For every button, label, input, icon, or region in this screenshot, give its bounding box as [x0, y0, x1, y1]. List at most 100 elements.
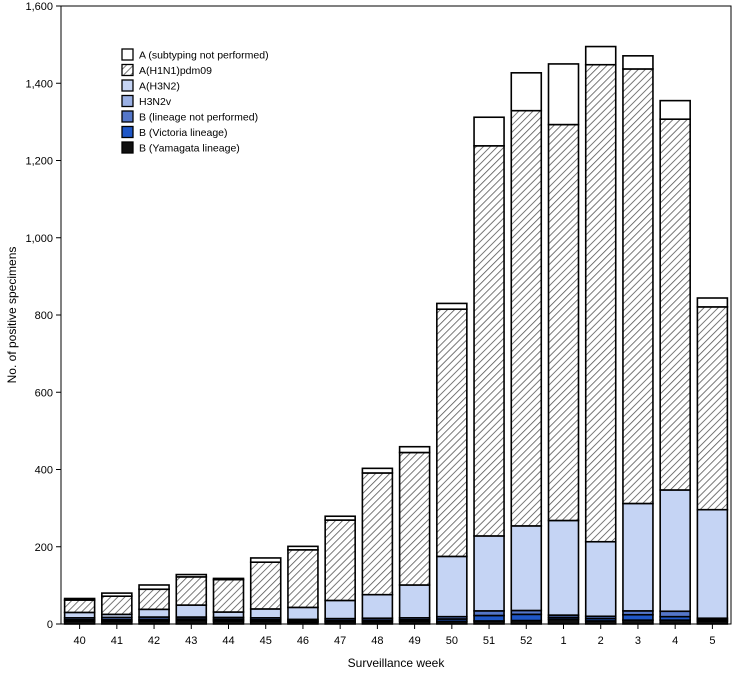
- bar-segment: [63, 599, 96, 614]
- bar-segment: [510, 72, 543, 112]
- bar-segment: [436, 302, 468, 311]
- x-tick-label: 3: [635, 635, 641, 647]
- y-tick-label: 0: [47, 619, 53, 631]
- bar-segment: [659, 489, 691, 613]
- bar-segment: [138, 584, 170, 591]
- bar-segment: [510, 109, 543, 527]
- bar-segment: [212, 611, 245, 619]
- bar-segment: [138, 608, 170, 618]
- bar-segment: [63, 611, 96, 619]
- bar-segment: [622, 613, 654, 621]
- bar-segment: [324, 515, 356, 521]
- bar-segment: [249, 561, 282, 610]
- x-tick-label: 40: [73, 635, 85, 647]
- bar-segment: [63, 597, 96, 601]
- x-tick-label: 47: [334, 635, 346, 647]
- bar-segment: [696, 306, 729, 511]
- legend-label: B (Victoria lineage): [139, 127, 228, 139]
- y-tick-label: 1,000: [25, 233, 53, 245]
- bar-segment: [175, 604, 208, 618]
- legend-label: A(H1N1)pdm09: [139, 65, 212, 77]
- x-tick-label: 1: [560, 635, 566, 647]
- x-tick-label: 45: [260, 635, 272, 647]
- bar-segment: [249, 557, 282, 563]
- bar-segment: [547, 123, 580, 522]
- bar-segment: [659, 118, 691, 491]
- bar-segment: [101, 595, 133, 616]
- bar-segment: [659, 610, 691, 618]
- legend-swatch: [121, 110, 134, 123]
- legend-label: B (Yamagata lineage): [139, 143, 240, 155]
- bar-segment: [398, 584, 431, 619]
- bar-segment: [398, 451, 431, 586]
- legend-swatch: [121, 79, 134, 92]
- x-tick-label: 46: [297, 635, 309, 647]
- y-axis-title: No. of positive specimens: [5, 247, 19, 384]
- y-tick-label: 1,400: [25, 78, 53, 90]
- bar-segment: [287, 545, 319, 551]
- legend-swatch: [121, 125, 134, 139]
- x-tick-label: 5: [709, 635, 715, 647]
- bar-segment: [436, 555, 468, 618]
- y-tick-label: 1,600: [25, 1, 53, 13]
- y-tick-label: 1,200: [25, 156, 53, 168]
- bar-segment: [510, 613, 543, 622]
- bar-segment: [175, 576, 208, 606]
- x-tick-label: 41: [111, 635, 123, 647]
- y-tick-label: 400: [35, 465, 53, 477]
- y-tick-label: 600: [35, 387, 53, 399]
- bar-segment: [510, 525, 543, 612]
- bar-segment: [696, 297, 729, 308]
- bar-segment: [622, 55, 654, 70]
- x-tick-label: 51: [483, 635, 495, 647]
- legend-label: A(H3N2): [139, 81, 180, 93]
- legend-label: H3N2v: [139, 96, 172, 108]
- bar-segment: [101, 592, 133, 597]
- bar-segment: [473, 116, 505, 147]
- bar-segment: [622, 502, 654, 612]
- bar-segment: [659, 99, 691, 120]
- y-tick-label: 800: [35, 310, 53, 322]
- legend-label: A (subtyping not performed): [139, 50, 269, 62]
- bar-segment: [324, 519, 356, 602]
- legend: A (subtyping not performed) A(H1N1)pdm09 A…: [121, 48, 269, 155]
- x-tick-label: 42: [148, 635, 160, 647]
- x-tick-label: 49: [408, 635, 420, 647]
- bar-segment: [696, 508, 729, 620]
- bar-segment: [547, 519, 580, 616]
- x-tick-label: 48: [371, 635, 383, 647]
- bar-segment: [287, 549, 319, 609]
- legend-swatch: [121, 94, 134, 108]
- x-tick-label: 44: [222, 635, 234, 647]
- x-tick-label: 2: [598, 635, 604, 647]
- bar-segment: [622, 68, 654, 505]
- x-tick-label: 50: [446, 635, 458, 647]
- bar-segment: [398, 445, 431, 454]
- bar-segment: [324, 599, 356, 620]
- bar-segment: [361, 472, 394, 596]
- bar-segment: [138, 588, 170, 611]
- x-tick-label: 4: [672, 635, 678, 647]
- bar-segment: [473, 145, 505, 537]
- bars-group: [63, 45, 729, 625]
- bar-segment: [175, 573, 208, 578]
- bar-segment: [584, 63, 617, 543]
- y-tick-label: 200: [35, 542, 53, 554]
- x-axis-title: Surveillance week: [348, 656, 446, 670]
- legend-label: B (lineage not performed): [139, 112, 258, 124]
- bar-segment: [287, 606, 319, 621]
- bar-segment: [473, 535, 505, 612]
- bar-segment: [361, 467, 394, 474]
- bar-segment: [361, 593, 394, 620]
- x-tick-label: 43: [185, 635, 197, 647]
- x-tick-label: 52: [520, 635, 532, 647]
- bar-segment: [584, 540, 617, 618]
- bar-segment: [473, 614, 505, 622]
- bar-segment: [212, 578, 245, 613]
- bar-segment: [212, 577, 245, 581]
- bar-segment: [436, 308, 468, 558]
- bar-segment: [249, 608, 282, 619]
- bar-segment: [584, 45, 617, 66]
